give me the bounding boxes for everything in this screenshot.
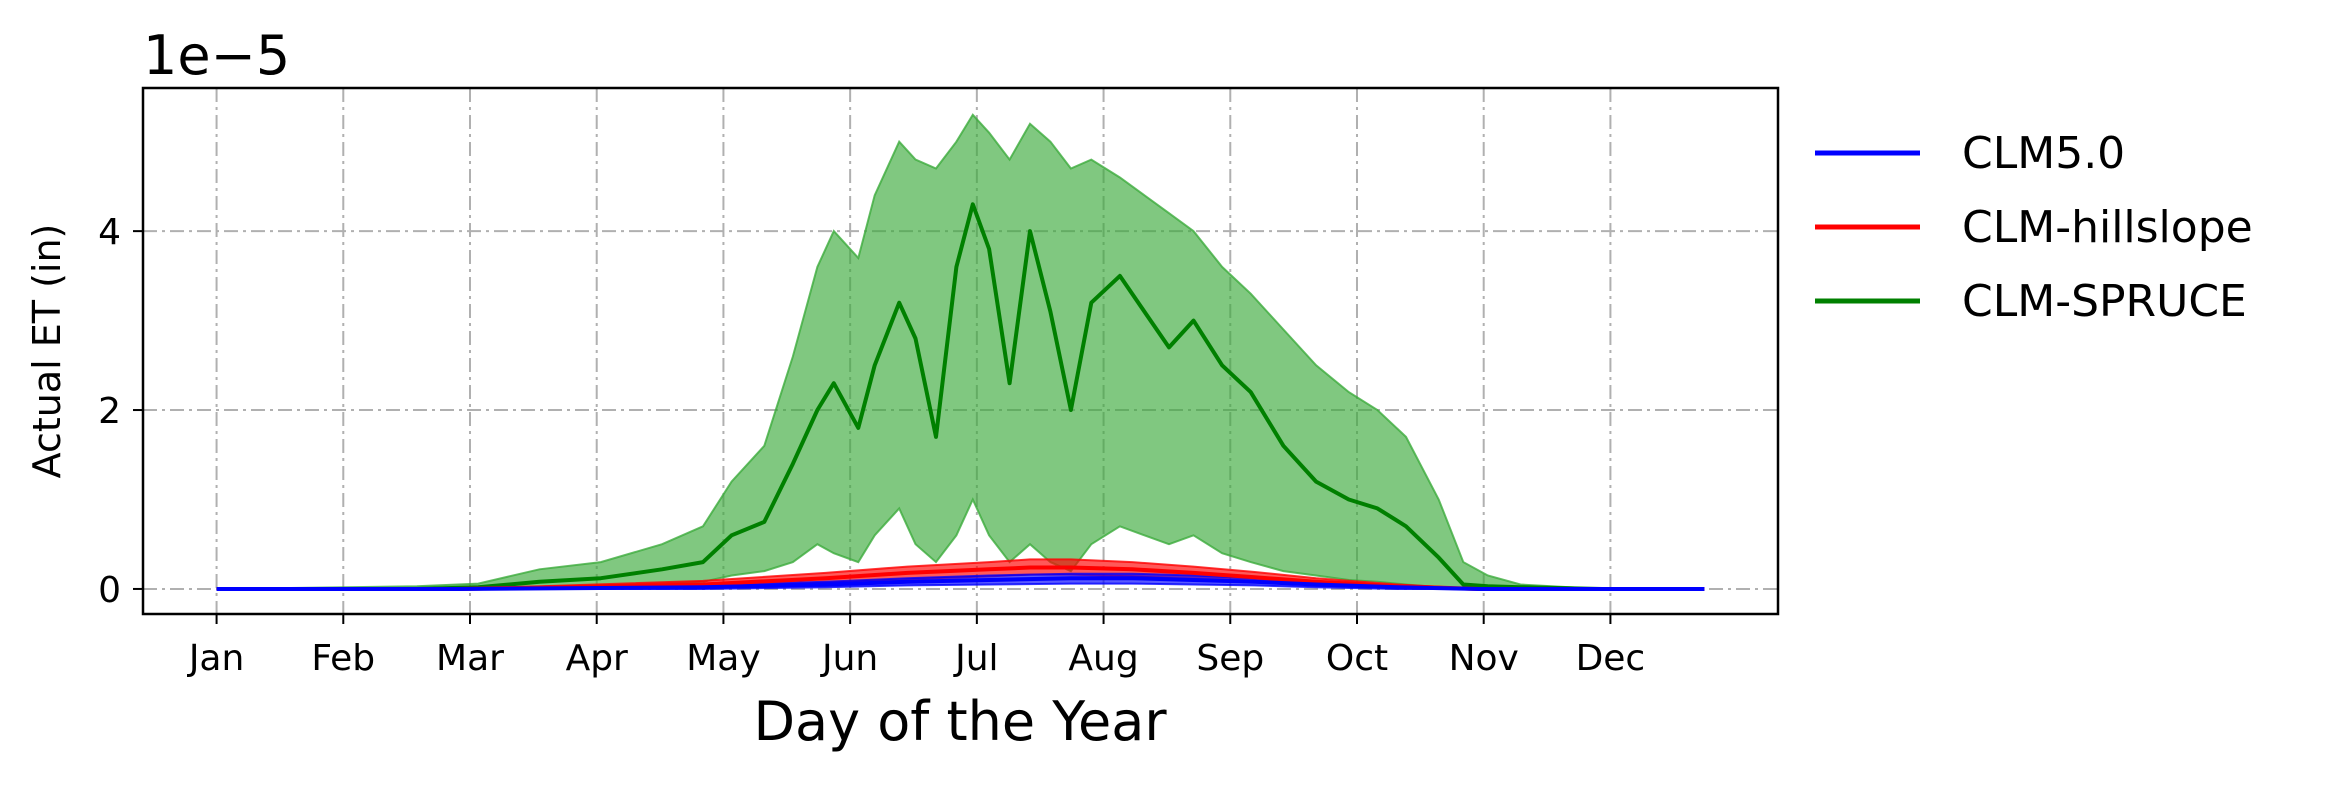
- x-tick-label: Jan: [187, 638, 245, 679]
- y-offset-text: 1e−5: [143, 24, 290, 87]
- y-tick-label: 0: [98, 570, 121, 611]
- legend-label: CLM-hillslope: [1962, 202, 2253, 253]
- x-tick-label: May: [686, 638, 760, 679]
- x-tick-label: Aug: [1068, 638, 1138, 679]
- legend-label: CLM5.0: [1962, 128, 2125, 179]
- plot-frame: [141, 86, 1780, 616]
- legend-label: CLM-SPRUCE: [1962, 276, 2247, 327]
- x-tick-label: Mar: [436, 638, 504, 679]
- y-tick-label: 2: [98, 391, 121, 432]
- x-tick-label: Dec: [1576, 638, 1646, 679]
- legend: CLM5.0 CLM-hillslope CLM-SPRUCE: [1815, 128, 2253, 327]
- y-axis-ticks: 0 2 4: [98, 212, 143, 611]
- x-axis-label: Day of the Year: [753, 690, 1167, 753]
- x-tick-label: Sep: [1196, 638, 1264, 679]
- y-axis-label: Actual ET (in): [25, 224, 69, 479]
- y-tick-label: 4: [98, 212, 121, 253]
- series-line-0: [216, 576, 1705, 591]
- x-tick-label: Jun: [820, 638, 878, 679]
- x-tick-label: Feb: [311, 638, 375, 679]
- x-axis-ticks: Jan Feb Mar Apr May Jun Jul Aug Sep Oct Nov Dec: [187, 614, 1645, 679]
- x-tick-label: Jul: [953, 638, 998, 679]
- series-band-2: [216, 113, 1705, 590]
- x-tick-label: Apr: [566, 638, 628, 679]
- series-line-2: [216, 202, 1705, 591]
- series-lines: [216, 202, 1705, 591]
- x-tick-label: Nov: [1449, 638, 1519, 679]
- x-tick-label: Oct: [1326, 638, 1388, 679]
